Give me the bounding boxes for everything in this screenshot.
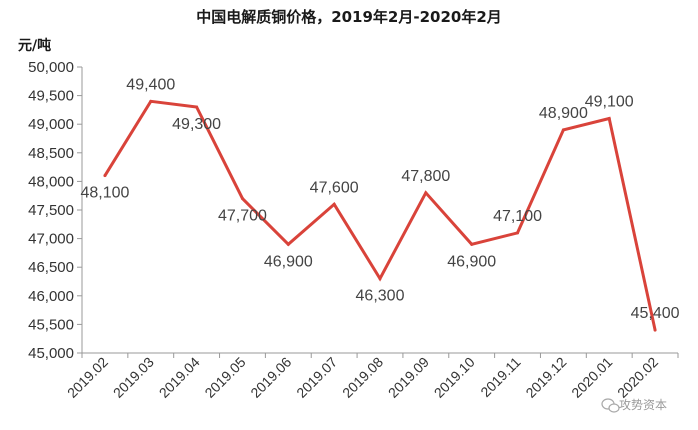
y-axis: 45,000 45,500 46,000 46,500 47,000 47,500 48,0… [28, 59, 83, 362]
y-axis-unit-label: 元/吨 [18, 37, 51, 54]
y-tick-label: 45,000 [28, 345, 74, 362]
data-point [653, 328, 657, 332]
x-tick-label: 2019.07 [293, 354, 340, 401]
data-point [378, 277, 382, 281]
x-tick-label: 2019.10 [431, 354, 478, 401]
data-label: 49,300 [172, 116, 221, 133]
y-tick-label: 47,000 [28, 231, 74, 248]
wechat-icon [601, 398, 620, 413]
data-label: 47,800 [401, 168, 450, 185]
y-tick-label: 46,000 [28, 288, 74, 305]
data-labels: 48,100 49,400 49,300 47,700 46,900 47,600 46,3… [80, 76, 679, 322]
data-label: 46,300 [356, 288, 405, 305]
data-label: 45,400 [631, 305, 680, 322]
series-line-group [103, 99, 657, 332]
data-label: 47,100 [493, 208, 542, 225]
data-point [561, 128, 565, 132]
data-point [240, 197, 244, 201]
data-point [607, 116, 611, 120]
data-point [424, 191, 428, 195]
watermark: 攻势资本 [601, 398, 667, 413]
data-label: 46,900 [264, 253, 313, 270]
x-tick-label: 2019.08 [339, 354, 386, 401]
y-tick-label: 45,500 [28, 316, 74, 333]
x-tick-label: 2019.03 [110, 354, 157, 401]
data-label: 49,100 [585, 93, 634, 110]
data-label: 46,900 [447, 253, 496, 270]
y-tick-label: 50,000 [28, 59, 74, 76]
x-tick-label: 2019.05 [201, 354, 248, 401]
data-point [149, 99, 153, 103]
y-tick-label: 49,000 [28, 116, 74, 133]
y-tick-label: 48,000 [28, 173, 74, 190]
y-tick-label: 47,500 [28, 202, 74, 219]
x-axis: 2019.022019.032019.042019.052019.062019.… [64, 352, 679, 401]
x-tick-label: 2019.04 [156, 354, 203, 401]
data-label: 47,700 [218, 208, 267, 225]
data-label: 48,100 [80, 185, 129, 202]
x-tick-label: 2020.01 [568, 354, 615, 401]
x-tick-label: 2020.02 [614, 354, 661, 401]
data-point [470, 242, 474, 246]
data-point [332, 202, 336, 206]
y-tick-label: 49,500 [28, 88, 74, 105]
data-label: 47,600 [310, 179, 359, 196]
chart-title: 中国电解质铜价格，2019年2月-2020年2月 [196, 8, 502, 26]
x-tick-label: 2019.12 [522, 354, 569, 401]
x-tick-label: 2019.11 [477, 354, 524, 401]
data-point [195, 105, 199, 109]
watermark-text: 攻势资本 [619, 398, 667, 412]
data-point [103, 174, 107, 178]
data-point [516, 231, 520, 235]
data-label: 49,400 [126, 76, 175, 93]
x-tick-label: 2019.09 [385, 354, 432, 401]
x-tick-label: 2019.06 [247, 354, 294, 401]
data-label: 48,900 [539, 105, 588, 122]
data-point [286, 242, 290, 246]
y-tick-label: 46,500 [28, 259, 74, 276]
y-tick-label: 48,500 [28, 145, 74, 162]
